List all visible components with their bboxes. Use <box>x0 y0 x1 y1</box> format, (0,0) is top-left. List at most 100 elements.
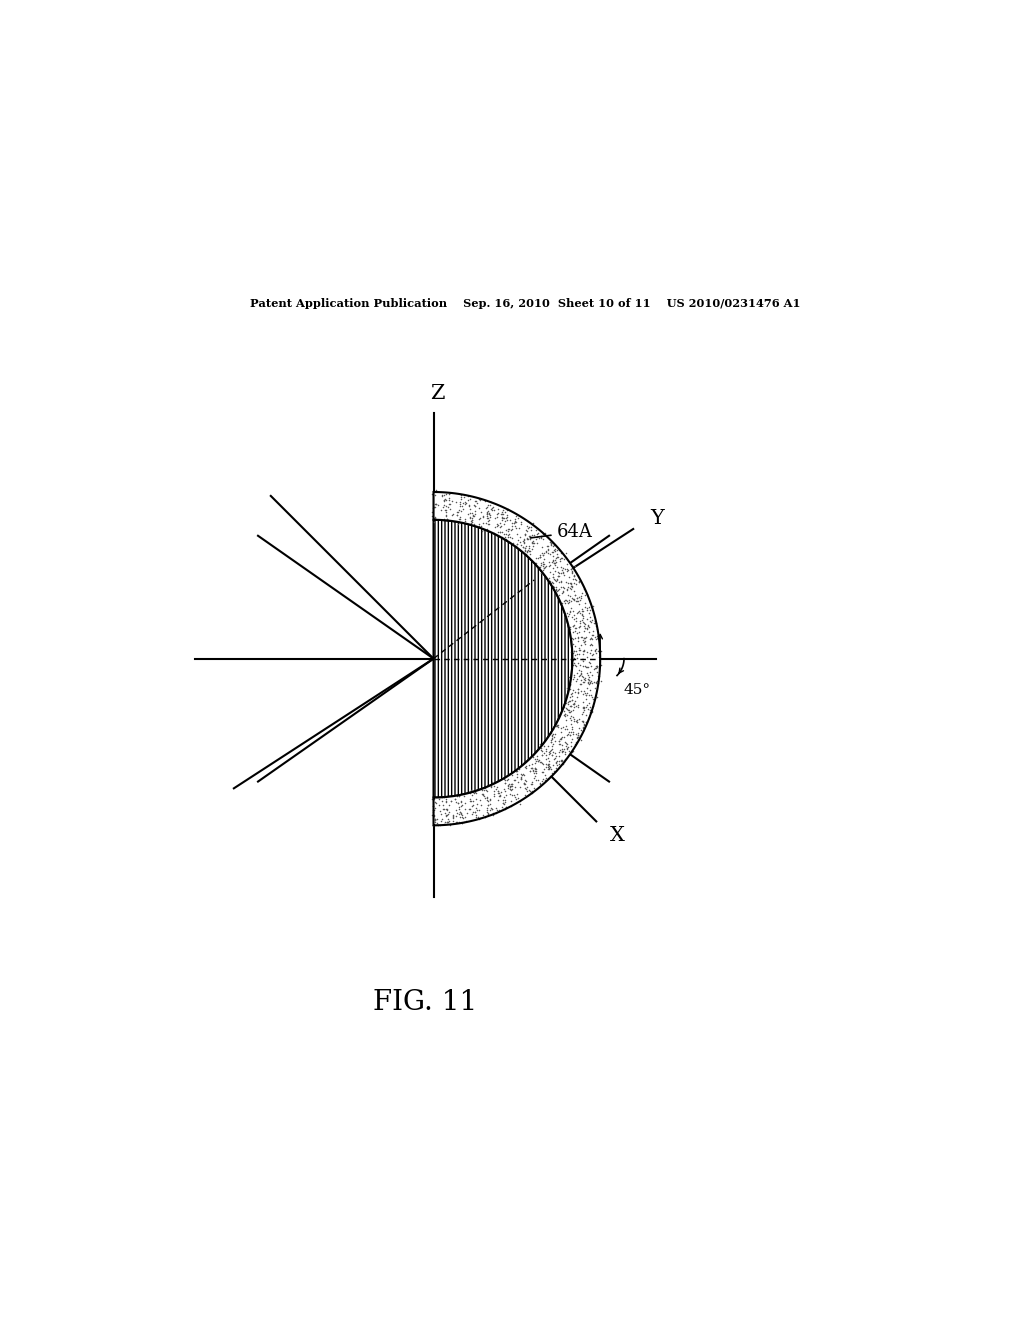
Point <box>524 532 541 553</box>
Point <box>495 507 511 528</box>
Point <box>548 758 564 779</box>
Point <box>519 527 536 548</box>
Point <box>582 672 598 693</box>
Point <box>476 787 493 808</box>
Point <box>586 659 602 680</box>
Point <box>481 793 498 814</box>
Point <box>466 506 482 527</box>
Point <box>427 492 443 513</box>
Point <box>434 809 451 830</box>
Point <box>455 807 471 828</box>
Point <box>566 618 583 639</box>
Point <box>562 578 579 599</box>
Point <box>563 576 580 597</box>
Point <box>525 512 542 533</box>
Point <box>564 729 581 750</box>
Point <box>519 540 536 561</box>
Point <box>559 704 575 725</box>
Point <box>524 744 541 766</box>
Point <box>538 756 554 777</box>
Point <box>559 602 575 623</box>
Point <box>434 799 451 820</box>
Point <box>513 511 529 532</box>
Point <box>578 684 594 705</box>
Point <box>573 627 590 648</box>
Point <box>562 701 579 722</box>
Point <box>557 606 573 627</box>
Point <box>526 752 543 774</box>
Point <box>541 758 557 779</box>
Point <box>568 709 585 730</box>
Point <box>546 535 562 556</box>
Point <box>540 768 556 789</box>
Point <box>579 647 595 668</box>
Point <box>467 495 483 516</box>
Point <box>566 589 583 610</box>
Point <box>464 511 480 532</box>
Point <box>569 627 586 648</box>
Point <box>544 726 560 747</box>
Point <box>494 525 510 546</box>
Point <box>554 741 570 762</box>
Point <box>544 572 560 593</box>
Point <box>541 751 557 772</box>
Point <box>480 513 497 535</box>
Point <box>573 710 590 731</box>
Point <box>553 751 569 772</box>
Text: 45°: 45° <box>624 684 651 697</box>
Point <box>477 780 494 801</box>
Point <box>570 682 587 704</box>
Point <box>497 785 513 807</box>
Point <box>538 523 554 544</box>
Point <box>582 651 598 672</box>
Point <box>474 785 490 807</box>
Point <box>441 494 458 515</box>
Point <box>538 744 554 766</box>
Point <box>444 503 461 524</box>
Point <box>561 700 578 721</box>
Point <box>486 785 503 807</box>
Point <box>500 519 516 540</box>
Point <box>537 557 553 578</box>
Point <box>438 508 455 529</box>
Point <box>452 492 468 513</box>
Point <box>434 496 451 517</box>
Point <box>436 490 453 511</box>
Point <box>439 799 456 820</box>
Point <box>575 601 592 622</box>
Point <box>506 784 522 805</box>
Point <box>452 508 468 529</box>
Point <box>519 785 536 807</box>
Point <box>504 519 520 540</box>
Point <box>500 527 516 548</box>
Point <box>549 714 565 735</box>
Point <box>529 751 546 772</box>
Point <box>562 585 579 606</box>
Point <box>437 812 454 833</box>
Point <box>553 562 569 583</box>
Point <box>560 589 577 610</box>
Point <box>524 536 541 557</box>
Point <box>479 795 496 816</box>
Point <box>561 722 578 743</box>
Point <box>518 536 535 557</box>
Point <box>570 722 587 743</box>
Point <box>428 792 444 813</box>
Point <box>577 614 593 635</box>
Point <box>534 554 550 576</box>
Point <box>530 750 547 771</box>
Point <box>547 742 563 763</box>
Point <box>447 812 464 833</box>
Point <box>463 791 479 812</box>
Point <box>521 516 538 537</box>
Point <box>470 513 486 535</box>
Point <box>435 484 452 506</box>
Point <box>462 507 478 528</box>
Point <box>550 565 566 586</box>
Point <box>589 655 605 676</box>
Point <box>508 512 524 533</box>
Point <box>547 730 563 751</box>
Point <box>479 508 496 529</box>
Point <box>529 744 546 766</box>
Point <box>570 572 587 593</box>
